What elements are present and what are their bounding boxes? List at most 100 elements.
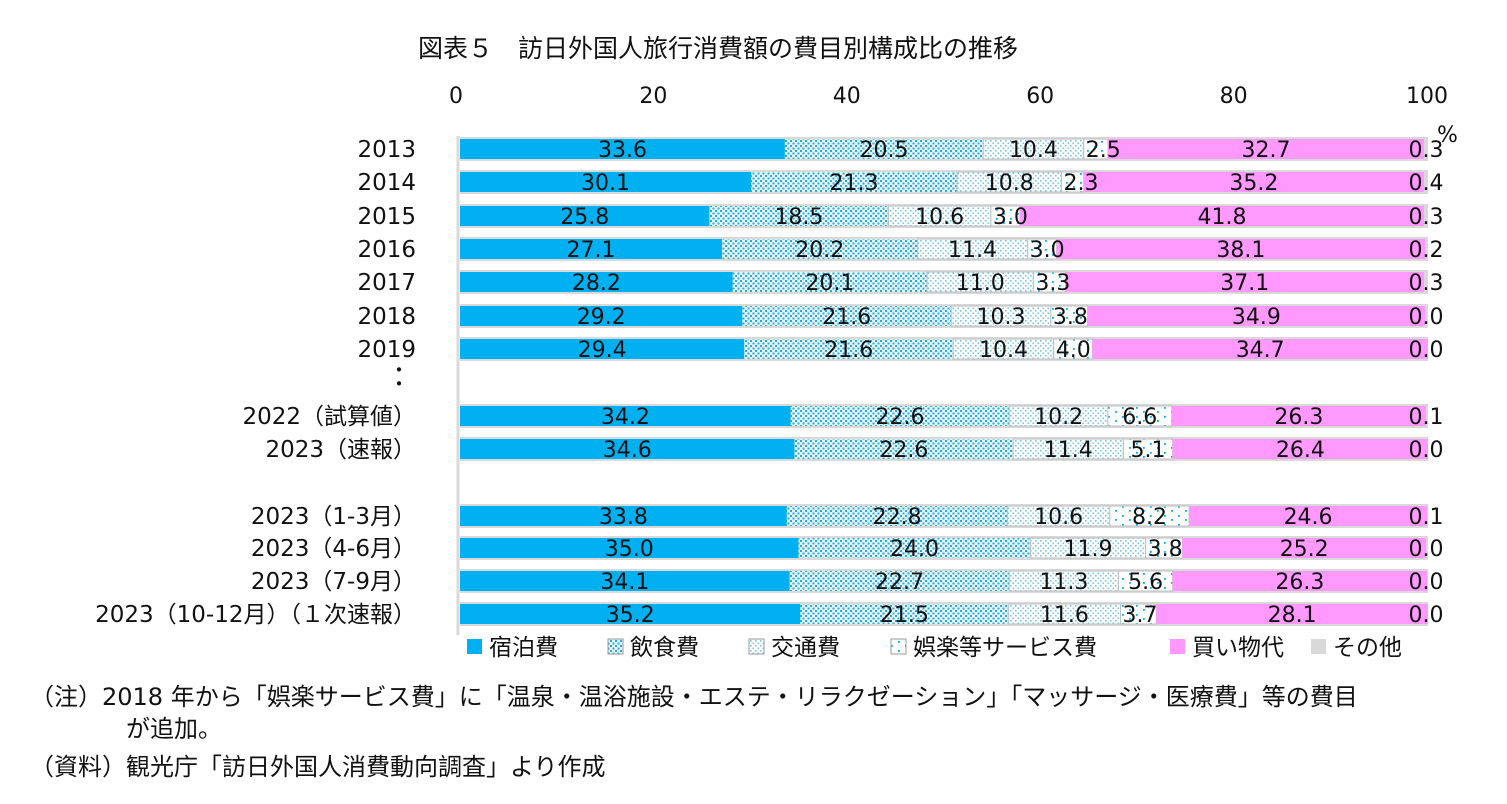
data-label: 21.3 xyxy=(830,171,879,196)
data-label: 21.6 xyxy=(824,338,873,363)
data-label: 0.3 xyxy=(1409,138,1444,163)
category-label: 2016 xyxy=(357,237,416,263)
data-label: 22.7 xyxy=(875,570,924,595)
bar-segment xyxy=(732,272,928,292)
bar-segment xyxy=(1424,172,1428,192)
data-label: 18.5 xyxy=(774,205,823,230)
chart-title: 図表５ 訪日外国人旅行消費額の費目別構成比の推移 xyxy=(418,34,1018,63)
bar-segment xyxy=(1427,506,1428,526)
data-label: 3.0 xyxy=(993,205,1028,230)
bar-segment xyxy=(460,406,791,426)
data-label: 11.0 xyxy=(956,271,1005,296)
legend-label: 買い物代 xyxy=(1192,635,1284,661)
legend-label: 飲食費 xyxy=(630,635,699,661)
bar-segment xyxy=(1424,139,1427,159)
bar-segment xyxy=(460,604,801,624)
data-label: 34.1 xyxy=(600,570,649,595)
data-label: 35.2 xyxy=(1229,171,1278,196)
data-label: 5.1 xyxy=(1131,438,1166,463)
data-label: 26.4 xyxy=(1276,438,1325,463)
data-label: 22.8 xyxy=(873,505,922,530)
legend-label: 宿泊費 xyxy=(489,635,558,661)
bar-segment xyxy=(460,538,799,558)
bar-segment xyxy=(460,172,752,192)
x-tick-label: 100 xyxy=(1406,84,1448,109)
bar-segment xyxy=(790,406,1010,426)
legend-swatch xyxy=(467,639,482,654)
data-label: 10.6 xyxy=(1034,505,1083,530)
bar-segment xyxy=(1424,206,1427,226)
data-label: 10.8 xyxy=(985,171,1034,196)
x-tick-label: 40 xyxy=(833,84,861,109)
data-label: 30.1 xyxy=(581,171,630,196)
category-label: 2013 xyxy=(357,137,416,163)
bar-segment xyxy=(460,139,785,159)
bar-segment xyxy=(751,172,958,192)
data-label: 0.1 xyxy=(1409,405,1444,430)
category-label: 2023（7-9月） xyxy=(251,569,416,595)
data-label: 21.6 xyxy=(822,305,871,330)
bar-segment xyxy=(1109,505,1190,527)
bar-segment xyxy=(1172,439,1428,459)
bar-segment xyxy=(789,571,1010,591)
bar-segment xyxy=(460,571,790,591)
data-label: 25.8 xyxy=(560,205,609,230)
bar-segment xyxy=(722,239,918,259)
bar-segment xyxy=(1172,571,1427,591)
data-label: 5.6 xyxy=(1128,570,1163,595)
bar-segment xyxy=(1107,139,1425,159)
bar-segment xyxy=(460,272,733,292)
chart: 図表５ 訪日外国人旅行消費額の費目別構成比の推移 0 20 40 60 80 100 % … xyxy=(95,34,1458,661)
data-label: 2.5 xyxy=(1086,138,1121,163)
category-label: 2014 xyxy=(357,170,416,196)
data-label: 35.0 xyxy=(605,537,654,562)
data-label: 21.5 xyxy=(880,603,929,628)
data-label: 11.9 xyxy=(1064,537,1113,562)
data-label: 3.8 xyxy=(1148,537,1183,562)
data-label: 11.4 xyxy=(948,238,997,263)
data-label: 11.6 xyxy=(1040,603,1089,628)
category-label: 2023（10-12月）（１次速報） xyxy=(95,602,416,628)
bar-segment xyxy=(460,439,795,459)
data-label: 41.8 xyxy=(1198,205,1247,230)
data-label: 0.0 xyxy=(1409,603,1444,628)
data-label: 34.7 xyxy=(1236,338,1285,363)
data-label: 26.3 xyxy=(1274,405,1323,430)
data-label: 32.7 xyxy=(1242,138,1291,163)
data-label: 0.1 xyxy=(1409,505,1444,530)
legend-swatch xyxy=(1170,639,1185,654)
data-label: 37.1 xyxy=(1220,271,1269,296)
data-label: 34.2 xyxy=(601,405,650,430)
bar-segment xyxy=(460,206,710,226)
bar-segment xyxy=(1065,272,1425,292)
footnote-line-1: （注）2018 年から「娯楽サービス費」に「温泉・温浴施設・エステ・リラクゼーシ… xyxy=(30,683,1358,711)
legend-swatch xyxy=(607,638,624,655)
bar-segment xyxy=(1083,172,1425,192)
x-tick-label: 80 xyxy=(1220,84,1248,109)
data-label: 0.0 xyxy=(1409,537,1444,562)
category-label: 2023（1-3月） xyxy=(251,504,416,530)
category-label: 2023（4-6月） xyxy=(251,536,416,562)
data-label: 25.2 xyxy=(1280,537,1329,562)
data-label: 33.8 xyxy=(599,505,648,530)
legend-label: 娯楽等サービス費 xyxy=(913,635,1097,661)
legend-label: その他 xyxy=(1333,635,1402,661)
bar-segment xyxy=(1425,239,1427,259)
legend-label: 交通費 xyxy=(771,635,840,661)
bar-segment xyxy=(1056,239,1426,259)
bar-segment xyxy=(744,339,954,359)
x-tick-label: 60 xyxy=(1026,84,1054,109)
data-label: 4.0 xyxy=(1056,338,1091,363)
legend-swatch xyxy=(1311,639,1326,654)
data-label: 11.4 xyxy=(1044,438,1093,463)
data-label: 27.1 xyxy=(567,238,616,263)
data-label: 10.2 xyxy=(1034,405,1083,430)
legend-swatch xyxy=(890,638,907,655)
category-label: 2023（速報） xyxy=(265,437,416,463)
category-label: 2018 xyxy=(357,304,416,330)
gap-marker: ・ xyxy=(389,358,409,382)
data-label: 29.4 xyxy=(578,338,627,363)
bar-segment xyxy=(1424,272,1427,292)
data-label: 22.6 xyxy=(875,405,924,430)
data-label: 33.6 xyxy=(598,138,647,163)
